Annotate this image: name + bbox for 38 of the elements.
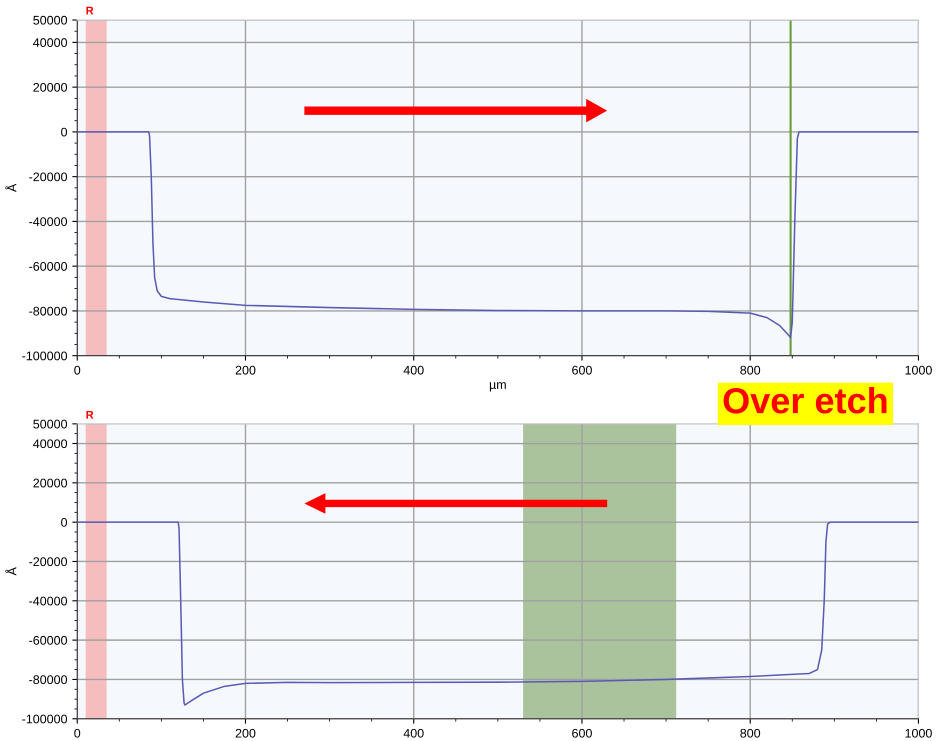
- y-tick-label: 0: [61, 128, 68, 137]
- x-tick-label: 200: [236, 366, 256, 375]
- y-tick-label: -60000: [29, 636, 68, 645]
- y-tick-label: 50000: [33, 16, 68, 25]
- y-tick-label: -40000: [29, 217, 68, 226]
- x-tick-label: 200: [236, 728, 256, 738]
- line-series: [77, 131, 918, 339]
- y-tick-label: -60000: [29, 262, 68, 271]
- y-tick-label: 50000: [33, 420, 68, 429]
- y-tick-label: 20000: [33, 478, 68, 488]
- y-axis-title: Å: [5, 184, 16, 192]
- text: Over etch: [724, 387, 886, 414]
- x-tick-label: 0: [74, 728, 80, 738]
- y-axis-title: Å: [5, 567, 16, 576]
- x-tick-label: 1000: [906, 728, 932, 738]
- y-tick-label: 40000: [33, 439, 68, 448]
- y-tick-label: 0: [61, 518, 68, 527]
- band-label: R: [86, 6, 94, 14]
- x-tick-label: 600: [572, 366, 592, 375]
- x-tick-label: 800: [740, 728, 760, 738]
- band-label: R: [86, 410, 94, 419]
- y-tick-label: -100000: [22, 351, 68, 360]
- x-axis-title: µm: [490, 382, 506, 392]
- y-tick-label: -80000: [29, 675, 68, 684]
- y-tick-label: -40000: [29, 596, 68, 606]
- x-tick-label: 800: [740, 366, 760, 375]
- x-tick-label: 1000: [906, 366, 932, 375]
- y-tick-label: 20000: [33, 82, 68, 92]
- x-tick-label: 400: [404, 728, 424, 738]
- x-tick-label: 0: [74, 366, 80, 375]
- y-tick-label: -100000: [22, 714, 68, 724]
- y-tick-label: -20000: [29, 557, 68, 566]
- y-tick-label: -80000: [29, 306, 68, 316]
- x-tick-label: 400: [404, 366, 424, 375]
- y-tick-label: -20000: [29, 172, 68, 182]
- y-tick-label: 40000: [33, 38, 68, 48]
- x-tick-label: 600: [572, 728, 592, 738]
- line-series: [77, 521, 918, 706]
